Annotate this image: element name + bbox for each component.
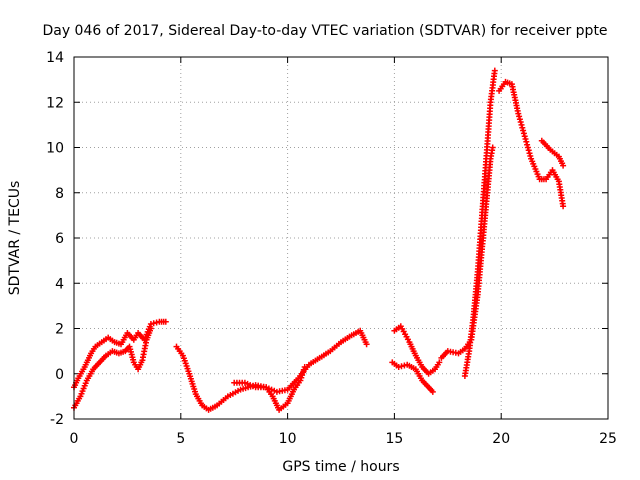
y-tick-label: -2 (50, 412, 64, 428)
chart-title: Day 046 of 2017, Sidereal Day-to-day VTE… (42, 23, 607, 39)
data-point-marker (518, 121, 525, 128)
data-point-marker (523, 138, 530, 145)
data-point-marker (517, 119, 524, 125)
y-tick-label: 6 (55, 231, 64, 247)
data-point-marker (522, 136, 529, 142)
series-trace (175, 345, 306, 411)
data-point-marker (489, 144, 496, 151)
y-tick-label: 10 (46, 141, 64, 157)
data-point-marker (363, 341, 370, 348)
series-trace (498, 80, 565, 207)
grid-lines (74, 57, 608, 419)
data-point-marker (436, 359, 443, 366)
data-point-marker (491, 67, 498, 74)
y-tick-label: 8 (55, 186, 64, 202)
data-point-marker (524, 144, 531, 151)
y-tick-label: 4 (55, 276, 64, 292)
data-point-marker (527, 153, 534, 159)
data-point-marker (162, 318, 169, 325)
axis-ticks: 0 5 10 15 20 25 -2 0 2 4 6 8 10 12 14 (46, 50, 617, 447)
data-point-marker (525, 147, 532, 154)
data-point-marker (526, 150, 533, 157)
x-tick-label: 10 (279, 431, 297, 447)
x-tick-label: 0 (70, 431, 79, 447)
data-point-marker (153, 319, 160, 326)
x-axis-label: GPS time / hours (282, 459, 399, 475)
data-point-marker (516, 116, 523, 123)
data-point-marker (429, 388, 436, 395)
x-tick-label: 15 (385, 431, 403, 447)
data-point-marker (560, 203, 567, 210)
data-point-marker (395, 364, 402, 370)
y-tick-label: 12 (46, 95, 64, 111)
x-tick-label: 5 (176, 431, 185, 447)
data-point-marker (147, 325, 154, 332)
data-point-marker (520, 127, 527, 134)
data-point-marker (521, 133, 528, 140)
x-tick-label: 25 (599, 431, 617, 447)
y-axis-label: SDTVAR / TECUs (7, 181, 23, 296)
plot-frame (73, 56, 609, 420)
series-points (71, 67, 567, 413)
data-point-marker (560, 162, 567, 169)
y-tick-label: 14 (46, 50, 64, 66)
data-point-marker (519, 124, 526, 131)
data-point-marker (520, 130, 527, 137)
x-tick-label: 20 (492, 431, 510, 447)
data-point-marker (516, 113, 523, 120)
y-tick-label: 2 (55, 322, 64, 338)
y-tick-label: 0 (55, 367, 64, 383)
data-point-marker (524, 141, 531, 148)
data-point-marker (515, 110, 522, 117)
